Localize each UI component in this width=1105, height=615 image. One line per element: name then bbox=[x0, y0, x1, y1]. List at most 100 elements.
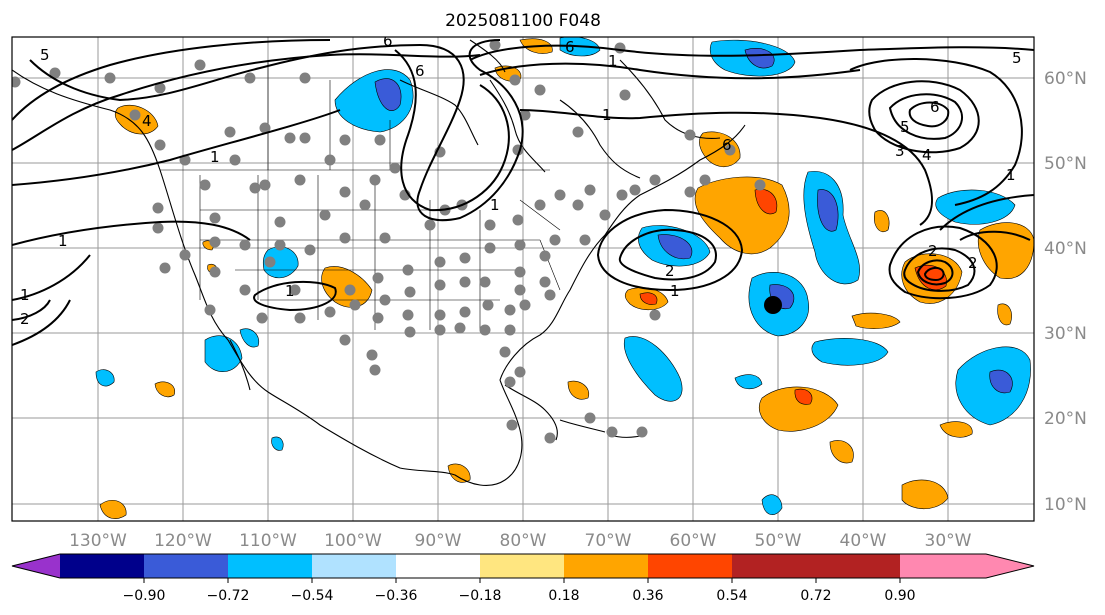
station-marker bbox=[324, 306, 336, 318]
station-marker bbox=[606, 426, 618, 438]
station-marker bbox=[366, 349, 378, 361]
station-marker bbox=[244, 72, 256, 84]
lon-label: 30°W bbox=[925, 531, 972, 551]
contour-label: 4 bbox=[142, 112, 152, 130]
colorbar-segment bbox=[480, 554, 564, 578]
lon-label: 40°W bbox=[840, 531, 887, 551]
station-marker bbox=[572, 199, 584, 211]
station-marker bbox=[459, 306, 471, 318]
contour-label: 1 bbox=[20, 286, 30, 304]
station-marker bbox=[584, 412, 596, 424]
lon-label: 120°W bbox=[154, 531, 212, 551]
station-marker bbox=[519, 109, 531, 121]
station-marker bbox=[209, 236, 221, 248]
station-marker bbox=[514, 284, 526, 296]
colorbar-segment bbox=[648, 554, 732, 578]
colorbar-segment bbox=[144, 554, 228, 578]
colorbar-tick-label: −0.90 bbox=[123, 588, 166, 604]
station-marker bbox=[359, 199, 371, 211]
station-marker bbox=[199, 179, 211, 191]
station-marker bbox=[372, 272, 384, 284]
longitude-labels: 130°W 120°W 110°W 100°W 90°W 80°W 70°W 6… bbox=[69, 531, 972, 551]
contour-label: 1 bbox=[602, 106, 612, 124]
station-marker bbox=[459, 252, 471, 264]
station-marker bbox=[544, 289, 556, 301]
station-marker bbox=[404, 326, 416, 338]
station-marker bbox=[499, 346, 511, 358]
station-marker bbox=[229, 154, 241, 166]
station-marker bbox=[299, 132, 311, 144]
colorbar-tick-label: −0.36 bbox=[375, 588, 418, 604]
station-marker bbox=[459, 276, 471, 288]
colorbar-segment bbox=[564, 554, 648, 578]
station-marker bbox=[339, 232, 351, 244]
station-marker bbox=[179, 249, 191, 261]
station-marker bbox=[402, 264, 414, 276]
station-marker bbox=[402, 309, 414, 321]
lat-label: 50°N bbox=[1044, 154, 1087, 174]
station-marker bbox=[479, 324, 491, 336]
coastlines bbox=[12, 39, 746, 486]
station-marker bbox=[369, 174, 381, 186]
station-marker bbox=[339, 334, 351, 346]
station-marker bbox=[539, 250, 551, 262]
station-marker bbox=[434, 324, 446, 336]
station-marker bbox=[754, 179, 766, 191]
station-marker bbox=[454, 322, 466, 334]
colorbar-tick-label: 0.90 bbox=[884, 588, 915, 604]
station-markers bbox=[12, 39, 766, 444]
colorbar-high-extension bbox=[986, 554, 1034, 578]
lon-label: 100°W bbox=[324, 531, 382, 551]
station-marker bbox=[684, 186, 696, 198]
contour-label: 6 bbox=[930, 98, 940, 116]
station-marker bbox=[404, 286, 416, 298]
station-marker bbox=[549, 234, 561, 246]
contour-lines bbox=[12, 39, 1034, 346]
station-marker bbox=[484, 242, 496, 254]
station-marker bbox=[514, 239, 526, 251]
lon-label: 130°W bbox=[69, 531, 127, 551]
station-marker bbox=[299, 72, 311, 84]
station-marker bbox=[209, 266, 221, 278]
colorbar-tick-label: 0.72 bbox=[800, 588, 831, 604]
station-marker bbox=[479, 276, 491, 288]
station-marker bbox=[616, 189, 628, 201]
colorbar-tick-label: 0.18 bbox=[548, 588, 579, 604]
station-marker bbox=[49, 67, 61, 79]
station-marker bbox=[324, 154, 336, 166]
station-marker bbox=[619, 89, 631, 101]
station-marker bbox=[259, 179, 271, 191]
station-marker bbox=[636, 426, 648, 438]
lon-label: 90°W bbox=[415, 531, 462, 551]
lat-label: 10°N bbox=[1044, 495, 1087, 515]
colorbar-segment bbox=[312, 554, 396, 578]
station-marker bbox=[289, 284, 301, 296]
station-marker bbox=[506, 419, 518, 431]
station-marker bbox=[572, 126, 584, 138]
lat-label: 60°N bbox=[1044, 69, 1087, 89]
station-marker bbox=[209, 212, 221, 224]
colorbar-tick-label: −0.72 bbox=[207, 588, 250, 604]
station-marker bbox=[514, 266, 526, 278]
station-marker bbox=[534, 84, 546, 96]
station-marker bbox=[274, 239, 286, 251]
station-marker bbox=[389, 162, 401, 174]
station-marker bbox=[129, 109, 141, 121]
contour-label: 5 bbox=[1012, 49, 1022, 67]
lon-label: 70°W bbox=[585, 531, 632, 551]
contour-label: 6 bbox=[415, 62, 425, 80]
colorbar-segment bbox=[60, 554, 144, 578]
contour-label: 1 bbox=[1006, 166, 1016, 184]
station-marker bbox=[509, 74, 521, 86]
station-marker bbox=[372, 312, 384, 324]
lon-label: 80°W bbox=[500, 531, 547, 551]
station-marker bbox=[699, 174, 711, 186]
contour-label: 2 bbox=[665, 262, 675, 280]
station-marker bbox=[434, 279, 446, 291]
station-marker bbox=[274, 216, 286, 228]
contour-label: 6 bbox=[383, 32, 393, 50]
station-marker bbox=[369, 364, 381, 376]
station-marker bbox=[544, 432, 556, 444]
colorbar-segment bbox=[228, 554, 312, 578]
